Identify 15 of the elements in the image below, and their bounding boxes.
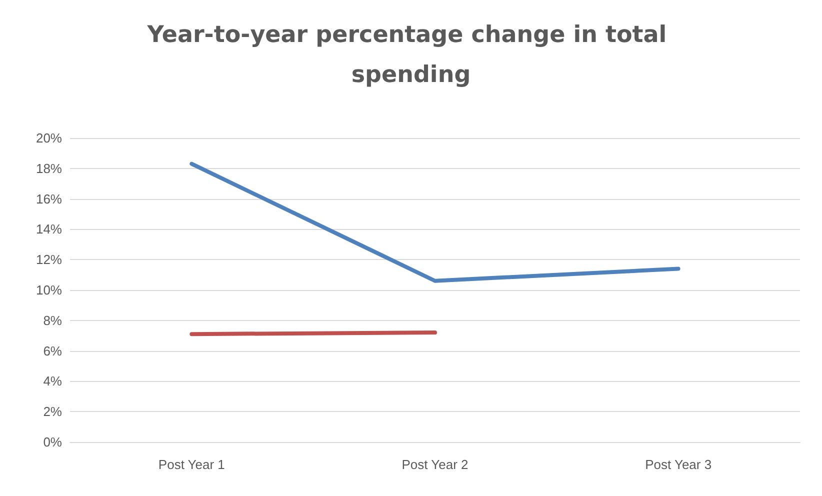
x-tick-label: Post Year 1	[158, 457, 225, 472]
y-tick-label: 14%	[36, 222, 62, 237]
y-tick-label: 4%	[43, 374, 62, 389]
y-tick-label: 18%	[36, 160, 62, 176]
y-tick-label: 16%	[36, 191, 62, 206]
y-tick-label: 8%	[43, 312, 62, 328]
x-tick-label: Post Year 3	[645, 457, 712, 472]
y-tick-label: 6%	[43, 343, 62, 358]
y-tick-label: 0%	[43, 434, 62, 450]
y-tick-label: 12%	[36, 252, 62, 268]
y-tick-label: 10%	[36, 282, 62, 298]
y-tick-label: 2%	[43, 404, 62, 420]
y-tick-label: 20%	[36, 130, 62, 146]
chart-title: Year-to-year percentage change in total spending	[146, 22, 675, 88]
x-tick-label: Post Year 2	[402, 457, 468, 472]
